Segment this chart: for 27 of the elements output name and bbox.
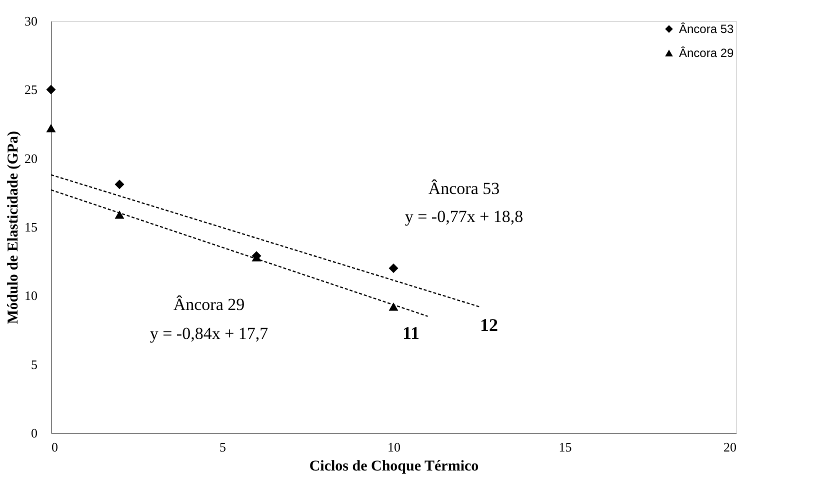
- legend-label: Âncora 53: [679, 22, 734, 36]
- y-tick-label: 0: [31, 426, 38, 440]
- y-tick-label: 20: [24, 150, 38, 166]
- y-tick-label: 5: [31, 356, 38, 372]
- annotation: y = -0,84x + 17,7: [150, 324, 269, 343]
- y-tick-label: 30: [24, 14, 38, 28]
- annotation: 11: [402, 323, 420, 343]
- annotation: y = -0,77x + 18,8: [404, 207, 524, 226]
- y-axis-title: Módulo de Elasticidade (GPa): [6, 131, 22, 324]
- annotation: 12: [480, 315, 498, 335]
- x-tick-label: 0: [52, 440, 58, 454]
- point: [114, 180, 124, 190]
- annotation: Âncora 29: [173, 295, 245, 314]
- legend-label: Âncora 29: [679, 46, 734, 60]
- point: [46, 124, 56, 132]
- x-tick-label: 15: [558, 440, 572, 454]
- point: [388, 263, 398, 273]
- annotation: Âncora 53: [428, 179, 500, 198]
- y-tick-label: 25: [24, 82, 38, 98]
- x-tick-label: 5: [220, 440, 226, 454]
- x-tick-label: 10: [388, 440, 400, 454]
- y-tick-label: 15: [24, 220, 38, 234]
- y-tick-label: 10: [24, 288, 38, 304]
- x-tick-label: 20: [724, 440, 736, 454]
- point: [388, 302, 398, 311]
- point: [46, 84, 56, 94]
- x-axis-title: Ciclos de Choque Térmico: [309, 458, 479, 474]
